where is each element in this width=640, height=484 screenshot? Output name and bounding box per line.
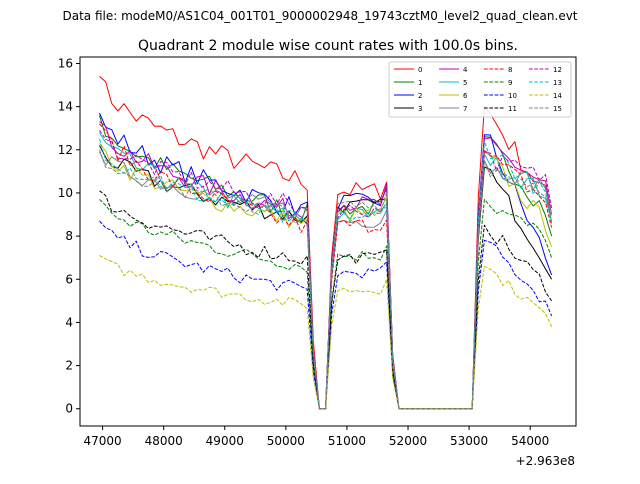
y-tick-label: 4 <box>65 315 73 329</box>
file-label: Data file: modeM0/AS1C04_001T01_90000029… <box>62 9 577 23</box>
y-tick-label: 10 <box>58 186 73 200</box>
legend-label-11: 11 <box>508 105 517 113</box>
legend-label-12: 12 <box>553 66 562 74</box>
x-tick-label: 47000 <box>84 434 122 448</box>
y-tick-label: 14 <box>58 100 73 114</box>
legend-label-4: 4 <box>463 66 468 74</box>
legend-box <box>388 61 572 118</box>
series-line-13 <box>99 138 553 410</box>
legend-label-9: 9 <box>508 79 512 87</box>
chart-title: Quadrant 2 module wise count rates with … <box>138 38 518 54</box>
x-axis: 47000 48000 49000 50000 51000 52000 53000 54000 <box>84 426 549 448</box>
series-line-11 <box>99 190 553 410</box>
x-offset-label: +2.963e8 <box>516 454 575 468</box>
series-line-0 <box>99 76 553 410</box>
legend-label-6: 6 <box>463 92 468 100</box>
legend-label-0: 0 <box>418 66 422 74</box>
y-tick-label: 16 <box>58 56 73 70</box>
legend-label-5: 5 <box>463 79 467 87</box>
series-group <box>99 76 553 410</box>
series-line-14 <box>99 255 553 410</box>
legend-label-15: 15 <box>553 105 562 113</box>
x-tick-label: 53000 <box>450 434 488 448</box>
x-tick-label: 48000 <box>145 434 183 448</box>
legend-label-3: 3 <box>418 105 422 113</box>
y-axis: 0 2 4 6 8 10 12 14 16 <box>58 56 80 416</box>
series-line-3 <box>99 145 553 410</box>
x-tick-label: 51000 <box>328 434 366 448</box>
series-line-7 <box>99 151 553 410</box>
y-tick-label: 0 <box>65 402 73 416</box>
x-tick-label: 49000 <box>206 434 244 448</box>
legend-label-10: 10 <box>508 92 517 100</box>
legend-label-8: 8 <box>508 66 512 74</box>
plot-frame <box>79 56 577 427</box>
y-tick-label: 2 <box>65 359 73 373</box>
series-line-10 <box>99 220 553 410</box>
y-tick-label: 12 <box>58 143 73 157</box>
legend-label-1: 1 <box>418 79 422 87</box>
legend-label-7: 7 <box>463 105 467 113</box>
x-tick-label: 54000 <box>511 434 549 448</box>
y-tick-label: 6 <box>65 272 73 286</box>
x-tick-label: 50000 <box>267 434 305 448</box>
legend-label-14: 14 <box>553 92 562 100</box>
x-tick-label: 52000 <box>389 434 427 448</box>
legend-label-2: 2 <box>418 92 422 100</box>
y-tick-label: 8 <box>65 229 73 243</box>
series-line-6 <box>99 142 553 410</box>
legend-label-13: 13 <box>553 79 562 87</box>
series-line-15 <box>99 149 553 410</box>
